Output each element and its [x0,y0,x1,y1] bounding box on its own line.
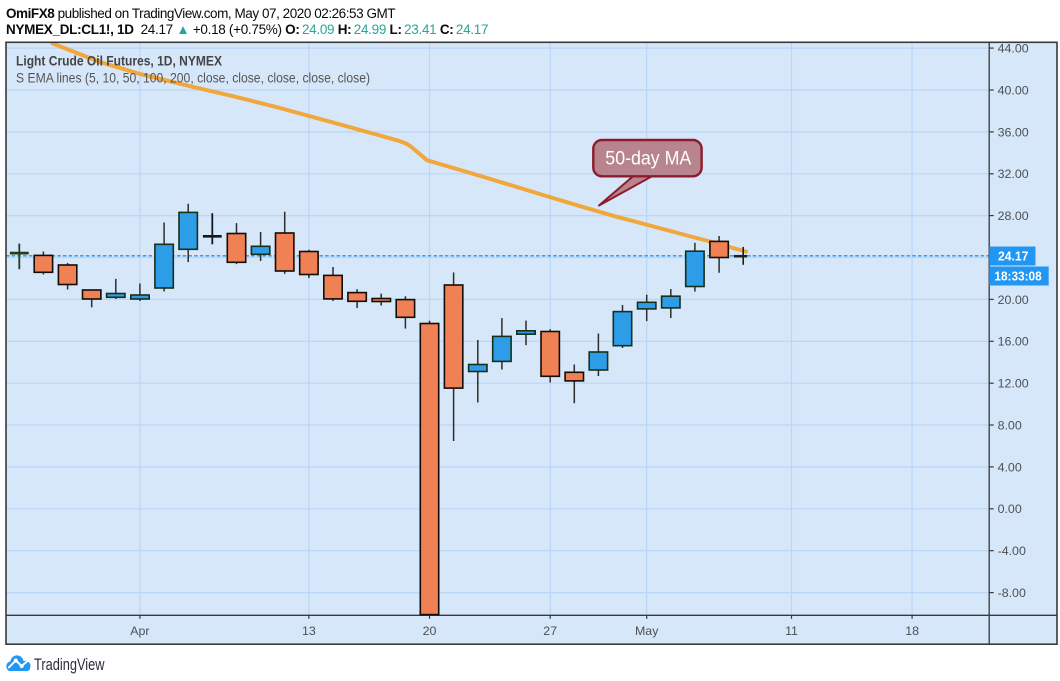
svg-text:36.00: 36.00 [998,125,1029,139]
svg-text:Apr: Apr [130,624,149,638]
svg-text:18:33:08: 18:33:08 [994,270,1041,284]
svg-text:44.00: 44.00 [998,42,1029,56]
svg-text:27: 27 [543,624,557,638]
svg-text:-8.00: -8.00 [998,586,1026,600]
svg-text:50-day MA: 50-day MA [605,147,691,169]
svg-text:0.00: 0.00 [998,502,1022,516]
svg-text:40.00: 40.00 [998,83,1029,97]
svg-text:16.00: 16.00 [998,335,1029,349]
svg-text:May: May [635,624,659,638]
svg-text:Light Crude Oil Futures, 1D, N: Light Crude Oil Futures, 1D, NYMEX [16,53,222,68]
svg-text:S EMA lines (5, 10, 50, 100, 2: S EMA lines (5, 10, 50, 100, 200, close,… [16,70,370,85]
svg-text:4.00: 4.00 [998,460,1022,474]
svg-text:13: 13 [302,624,316,638]
svg-text:18: 18 [905,624,919,638]
svg-text:32.00: 32.00 [998,167,1029,181]
svg-text:20.00: 20.00 [998,293,1029,307]
svg-text:11: 11 [785,624,798,638]
svg-text:24.17: 24.17 [998,250,1028,264]
svg-text:-4.00: -4.00 [998,544,1026,558]
svg-text:TradingView: TradingView [34,656,105,674]
svg-text:20: 20 [423,624,437,638]
svg-text:8.00: 8.00 [998,418,1022,432]
svg-text:28.00: 28.00 [998,209,1029,223]
svg-text:12.00: 12.00 [998,377,1029,391]
